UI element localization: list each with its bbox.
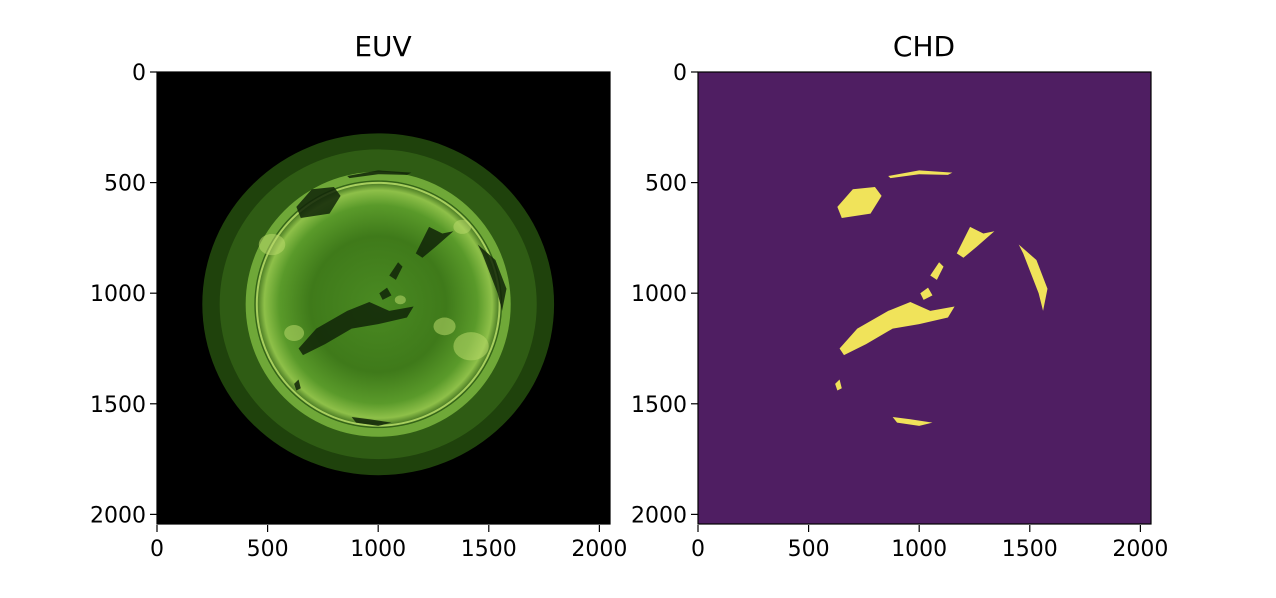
euv-dark-region	[294, 379, 301, 391]
chd-ytick-label: 2000	[631, 503, 687, 528]
chd-title: CHD	[893, 30, 955, 63]
chd-region-north-arc	[888, 170, 953, 179]
euv-dark-region	[298, 302, 414, 356]
chd-panel: CHD 0 500 1000 1500 2000 0 500 1000 1500 2000	[631, 30, 1168, 562]
chd-xtick-label: 2000	[1112, 537, 1168, 562]
euv-bright-region	[258, 233, 286, 256]
euv-xtick-label: 500	[247, 537, 289, 562]
chd-region-north-polar-left	[837, 187, 882, 218]
euv-dark-region	[347, 170, 412, 179]
euv-sun-disk	[254, 180, 503, 429]
chd-ytick-label: 0	[673, 61, 687, 86]
euv-bright-region	[394, 295, 406, 305]
euv-ytick-label: 1500	[90, 393, 146, 418]
euv-dark-region	[477, 244, 507, 311]
chd-region-right-limb	[1018, 244, 1048, 311]
euv-dark-region	[296, 187, 341, 218]
euv-ytick-label: 2000	[90, 503, 146, 528]
chd-xtick-label: 1500	[1002, 537, 1058, 562]
chd-image	[698, 72, 1151, 524]
euv-xtick-label: 0	[150, 537, 164, 562]
chd-ytick-label: 1000	[631, 282, 687, 307]
chd-region-south-west-spot	[835, 379, 842, 391]
euv-title: EUV	[354, 30, 411, 63]
euv-ytick-label: 0	[132, 61, 146, 86]
euv-dark-region	[415, 226, 454, 258]
chd-region-central-right	[956, 226, 995, 258]
euv-xtick-label: 1000	[350, 537, 406, 562]
euv-xtick-label: 1500	[461, 537, 517, 562]
chd-xtick-label: 0	[691, 537, 705, 562]
euv-bright-region	[433, 317, 456, 336]
euv-bright-region	[284, 325, 305, 341]
euv-image	[157, 72, 610, 524]
chd-xtick-label: 500	[788, 537, 830, 562]
chd-xtick-label: 1000	[891, 537, 947, 562]
euv-bright-region	[453, 332, 489, 361]
euv-ytick-label: 1000	[90, 282, 146, 307]
euv-panel: EUV 0 500 1000 1500 2000 0 500 1000 1500 2000	[90, 30, 627, 562]
euv-dark-region	[389, 262, 403, 280]
chd-region-main-band	[839, 302, 955, 356]
chd-ytick-label: 1500	[631, 393, 687, 418]
chd-region-central-small-2	[920, 287, 933, 300]
euv-bright-region	[453, 219, 472, 234]
euv-ytick-label: 500	[104, 172, 146, 197]
chd-ytick-label: 500	[645, 172, 687, 197]
euv-xtick-label: 2000	[571, 537, 627, 562]
euv-dark-region	[351, 417, 392, 426]
chd-region-central-small-1	[930, 262, 944, 280]
chd-region-south-arc	[892, 417, 933, 426]
euv-dark-region	[379, 287, 392, 300]
